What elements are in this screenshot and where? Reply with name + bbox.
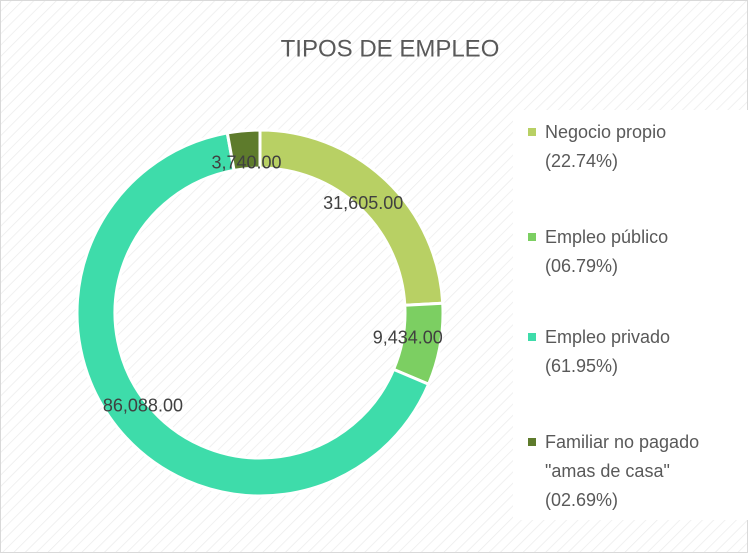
data-label: 31,605.00	[323, 193, 403, 213]
data-label: 3,740.00	[212, 152, 282, 172]
chart-title: TIPOS DE EMPLEO	[281, 35, 500, 62]
donut-slice	[75, 131, 431, 498]
donut-slice	[225, 128, 262, 173]
legend-item: Empleo privado (61.95%)	[525, 323, 740, 381]
legend-label: Negocio propio (22.74%)	[545, 122, 667, 171]
legend-label: Empleo privado (61.95%)	[545, 327, 671, 376]
data-label: 9,434.00	[373, 328, 443, 348]
legend-swatch	[528, 233, 536, 241]
data-label: 86,088.00	[103, 396, 183, 416]
legend-item: Empleo público (06.79%)	[525, 223, 740, 281]
legend-swatch	[528, 128, 536, 136]
legend-item: Negocio propio (22.74%)	[525, 118, 740, 176]
legend-label: Empleo público (06.79%)	[545, 227, 669, 276]
legend-item: Familiar no pagado "amas de casa" (02.69…	[525, 428, 740, 515]
legend-swatch	[528, 333, 536, 341]
legend: Negocio propio (22.74%) Empleo público (0…	[513, 110, 748, 520]
legend-swatch	[528, 438, 536, 446]
legend-label: Familiar no pagado "amas de casa" (02.69…	[545, 432, 700, 510]
